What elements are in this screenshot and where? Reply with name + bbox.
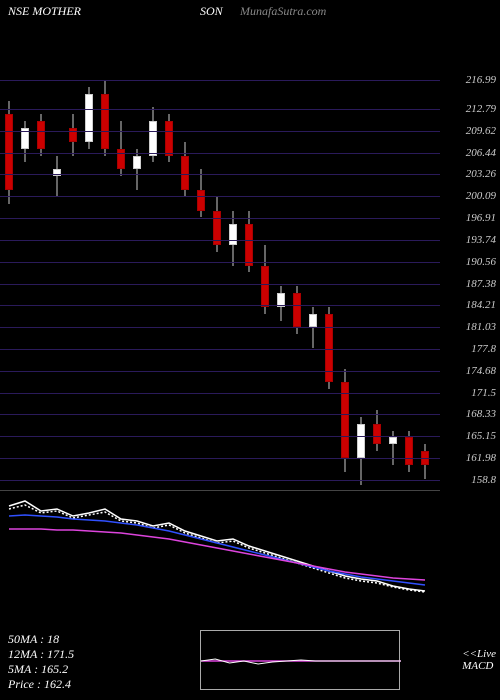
ma50-label: 50MA : 18 xyxy=(8,632,74,647)
ma12-label: 12MA : 171.5 xyxy=(8,647,74,662)
watermark-text: MunafaSutra.com xyxy=(240,4,326,19)
ma-info-block: 50MA : 18 12MA : 171.5 5MA : 165.2 Price… xyxy=(8,632,74,692)
ma5-label: 5MA : 165.2 xyxy=(8,662,74,677)
indicator-panel xyxy=(0,490,440,610)
chart-header: NSE MOTHER SON MunafaSutra.com xyxy=(0,4,500,22)
y-axis-labels: 216.99212.79209.62206.44203.26200.09196.… xyxy=(442,80,496,480)
macd-inset xyxy=(200,630,400,690)
ticker-symbol: NSE MOTHER xyxy=(8,4,81,19)
price-label: Price : 162.4 xyxy=(8,677,74,692)
candlestick-chart xyxy=(0,80,440,480)
macd-label: <<Live MACD xyxy=(462,648,496,672)
ticker-suffix: SON xyxy=(200,4,223,19)
